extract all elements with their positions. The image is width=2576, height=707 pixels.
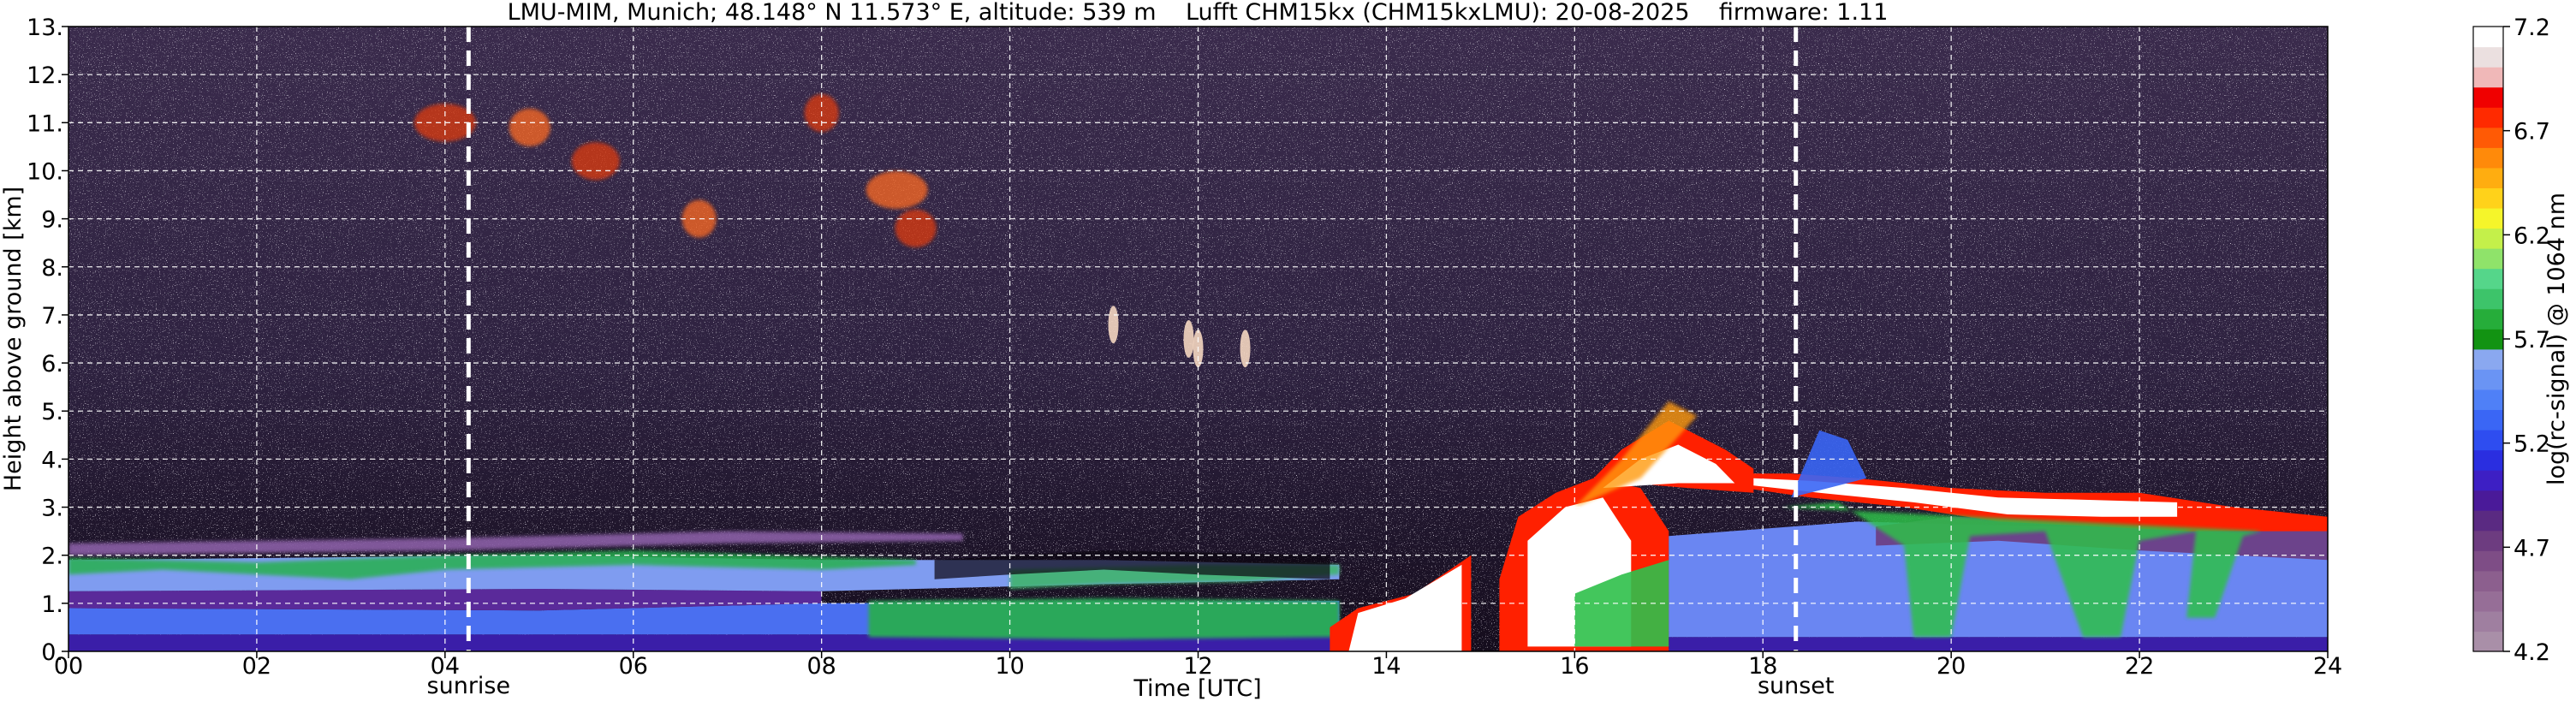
x-tick-label: 22 bbox=[2125, 653, 2154, 680]
mid-level-streak bbox=[1240, 330, 1251, 368]
colorbar-segment bbox=[2473, 631, 2503, 652]
colorbar-segment bbox=[2473, 248, 2503, 270]
colorbar-segment bbox=[2473, 27, 2503, 48]
colorbar-tick-label: 6.2 bbox=[2514, 223, 2550, 249]
x-tick-label: 00 bbox=[54, 653, 83, 680]
elevated-cloud-edge bbox=[1574, 401, 1698, 508]
y-tick-label: 0. bbox=[41, 639, 63, 666]
cirrus-patch bbox=[681, 199, 717, 238]
y-tick-label: 10. bbox=[27, 158, 63, 185]
colorbar-segment bbox=[2473, 510, 2503, 532]
x-tick-label: 12 bbox=[1183, 653, 1212, 680]
y-tick-label: 3. bbox=[41, 496, 63, 522]
colorbar-segment bbox=[2473, 329, 2503, 350]
colorbar-tick-label: 5.7 bbox=[2514, 327, 2550, 354]
colorbar-segment bbox=[2473, 409, 2503, 431]
layer-aerosol-top bbox=[68, 531, 963, 556]
green-aerosol-layer bbox=[868, 598, 1340, 639]
cirrus-patch bbox=[509, 108, 550, 146]
y-tick-label: 8. bbox=[41, 255, 63, 282]
cloud-layer-core bbox=[1753, 478, 2178, 517]
cirrus-patch bbox=[895, 209, 937, 247]
colorbar-segment bbox=[2473, 288, 2503, 310]
colorbar-segment bbox=[2473, 610, 2503, 633]
x-axis-label: Time [UTC] bbox=[1133, 675, 1261, 702]
colorbar-tick-label: 7.2 bbox=[2514, 15, 2550, 41]
convective-cloud-2-green bbox=[1574, 560, 1669, 647]
grid-lines bbox=[68, 27, 2328, 651]
colorbar-segment bbox=[2473, 228, 2503, 249]
sunset-label: sunset bbox=[1758, 673, 1835, 699]
fallstreaks bbox=[1782, 502, 2262, 638]
colorbar-tick-label: 4.2 bbox=[2514, 639, 2550, 666]
x-tick-label: 14 bbox=[1371, 653, 1401, 680]
x-tick-label: 02 bbox=[242, 653, 271, 680]
mid-level-streak bbox=[1183, 320, 1194, 358]
layer-green-top bbox=[68, 550, 916, 579]
y-tick-label: 9. bbox=[41, 207, 63, 234]
y-tick-label: 7. bbox=[41, 303, 63, 330]
y-tick-label: 5. bbox=[41, 399, 63, 425]
colorbar-segment bbox=[2473, 67, 2503, 88]
colorbar-segment bbox=[2473, 449, 2503, 471]
colorbar-segment bbox=[2473, 268, 2503, 289]
colorbar-segment bbox=[2473, 429, 2503, 451]
sun-markers: sunrise sunset bbox=[427, 27, 1835, 699]
y-tick-label: 4. bbox=[41, 447, 63, 473]
sunrise-label: sunrise bbox=[427, 673, 511, 699]
colorbar-segment bbox=[2473, 389, 2503, 411]
colorbar-segment bbox=[2473, 187, 2503, 209]
x-tick-label: 08 bbox=[806, 653, 836, 680]
layer-near-ground bbox=[68, 634, 1340, 651]
chart-title: LMU-MIM, Munich; 48.148° N 11.573° E, al… bbox=[508, 0, 1889, 26]
y-tick-label: 6. bbox=[41, 351, 63, 377]
y-tick-label: 2. bbox=[41, 544, 63, 570]
colorbar-segment bbox=[2473, 570, 2503, 591]
cloud-tops bbox=[1791, 430, 1867, 498]
colorbar-segment bbox=[2473, 308, 2503, 330]
colorbar-segment bbox=[2473, 530, 2503, 551]
colorbar-tick-label: 5.2 bbox=[2514, 431, 2550, 458]
x-tick-label: 04 bbox=[431, 653, 460, 680]
cirrus-patch bbox=[866, 170, 928, 209]
y-tick-label: 1. bbox=[41, 591, 63, 618]
x-tick-label: 10 bbox=[995, 653, 1024, 680]
colorbar-segment bbox=[2473, 591, 2503, 612]
x-tick-label: 18 bbox=[1748, 653, 1777, 680]
colorbar-segment bbox=[2473, 550, 2503, 572]
y-tick-label: 11. bbox=[27, 110, 63, 137]
colorbar-segment bbox=[2473, 127, 2503, 148]
y-tick-label: 12. bbox=[27, 62, 63, 89]
mid-level-streak bbox=[1108, 306, 1119, 344]
y-axis-label: Height above ground [km] bbox=[0, 187, 27, 491]
convective-cloud-1-core bbox=[1348, 564, 1462, 651]
colorbar-segment bbox=[2473, 86, 2503, 108]
colorbar-segment bbox=[2473, 490, 2503, 511]
dark-gap bbox=[934, 550, 1330, 579]
x-tick-label: 06 bbox=[619, 653, 648, 680]
colorbar-segment bbox=[2473, 107, 2503, 128]
y-axis: 0. 1. 2. 3. 4. 5. 6. 7. 8. 9. 10. 11. 12. 13. bbox=[27, 15, 68, 666]
colorbar-segment bbox=[2473, 46, 2503, 68]
colorbar-segment bbox=[2473, 147, 2503, 169]
colorbar-tick-label: 6.7 bbox=[2514, 119, 2550, 146]
x-tick-label: 20 bbox=[1936, 653, 1966, 680]
right-ground-layer bbox=[1669, 637, 2328, 651]
x-axis: 00 02 04 06 08 10 12 14 16 18 20 22 24 bbox=[54, 651, 2342, 680]
colorbar-segment bbox=[2473, 369, 2503, 390]
colorbar-tick-label: 4.7 bbox=[2514, 535, 2550, 561]
colorbar-segment bbox=[2473, 348, 2503, 370]
colorbar: 4.2 4.7 5.2 5.7 6.2 6.7 7.2 bbox=[2472, 15, 2550, 666]
x-tick-label: 16 bbox=[1560, 653, 1589, 680]
colorbar-segment bbox=[2473, 470, 2503, 491]
cirrus-patch bbox=[571, 142, 620, 181]
colorbar-segment bbox=[2473, 167, 2503, 188]
colorbar-segment bbox=[2473, 207, 2503, 229]
colorbar-label: log(rc-signal) @ 1064 nm bbox=[2543, 193, 2570, 485]
x-tick-label: 24 bbox=[2313, 653, 2342, 680]
y-tick-label: 13. bbox=[27, 15, 63, 41]
